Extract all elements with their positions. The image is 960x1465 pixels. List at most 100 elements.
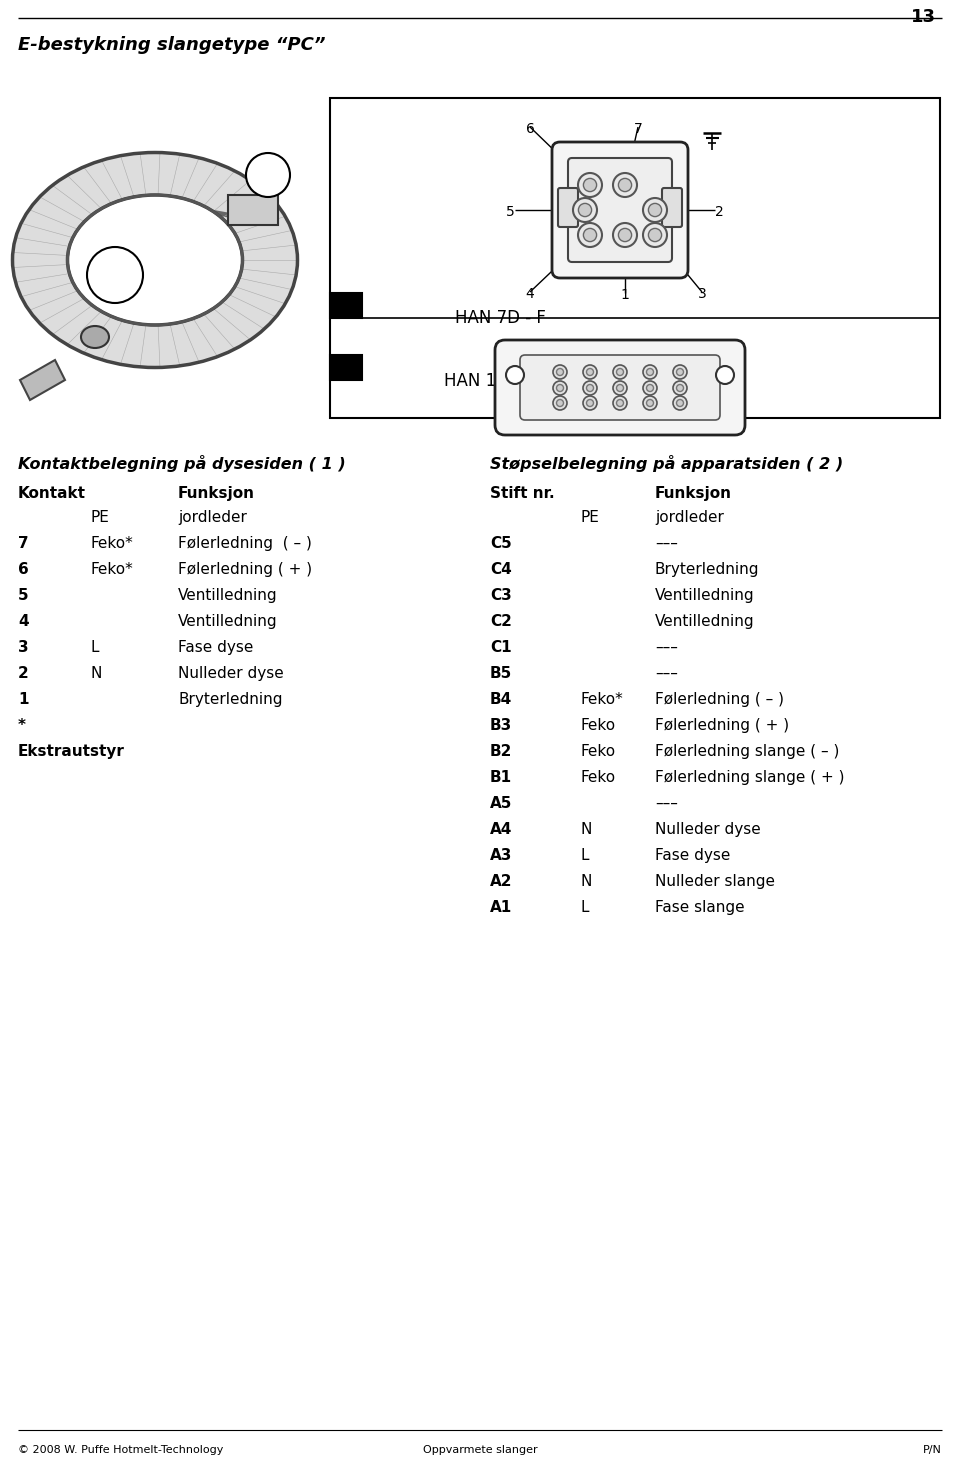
Text: *: * <box>18 718 26 732</box>
Text: L: L <box>90 640 99 655</box>
Circle shape <box>553 396 567 410</box>
Circle shape <box>587 369 593 375</box>
Circle shape <box>553 381 567 396</box>
Text: 4: 4 <box>526 287 535 300</box>
Text: Følerledning ( + ): Følerledning ( + ) <box>178 563 312 577</box>
Circle shape <box>613 223 637 248</box>
Circle shape <box>573 198 597 223</box>
Text: Ekstrautstyr: Ekstrautstyr <box>18 744 125 759</box>
Circle shape <box>246 152 290 196</box>
Circle shape <box>616 400 623 406</box>
Text: 1: 1 <box>108 265 122 284</box>
Text: Følerledning  ( – ): Følerledning ( – ) <box>178 536 312 551</box>
Circle shape <box>583 396 597 410</box>
Text: © 2008 W. Puffe Hotmelt-Technology: © 2008 W. Puffe Hotmelt-Technology <box>18 1444 224 1455</box>
Bar <box>330 98 940 418</box>
Text: A5: A5 <box>490 795 513 812</box>
Text: Støpselbelegning på apparatsiden ( 2 ): Støpselbelegning på apparatsiden ( 2 ) <box>490 456 843 472</box>
Text: N: N <box>580 875 591 889</box>
Text: Følerledning slange ( – ): Følerledning slange ( – ) <box>655 744 839 759</box>
Circle shape <box>677 400 684 406</box>
Text: Ventilledning: Ventilledning <box>655 614 755 628</box>
Text: 13: 13 <box>911 7 936 26</box>
Circle shape <box>618 229 632 242</box>
Text: Bryterledning: Bryterledning <box>655 563 759 577</box>
Text: 3: 3 <box>616 422 624 435</box>
Text: 5: 5 <box>506 205 515 218</box>
Text: L: L <box>580 900 588 916</box>
Text: E-bestykning slangetype “PC”: E-bestykning slangetype “PC” <box>18 37 325 54</box>
Text: P/N: P/N <box>924 1444 942 1455</box>
Text: HAN 7D - F: HAN 7D - F <box>455 309 545 327</box>
Text: 3: 3 <box>18 640 29 655</box>
Circle shape <box>677 369 684 375</box>
Text: PE: PE <box>580 510 599 524</box>
Circle shape <box>616 369 623 375</box>
Text: Feko*: Feko* <box>90 563 132 577</box>
Text: –––: ––– <box>655 667 678 681</box>
Ellipse shape <box>81 327 109 349</box>
Text: 3: 3 <box>698 287 707 300</box>
Text: L: L <box>580 848 588 863</box>
Circle shape <box>557 369 564 375</box>
Text: 6: 6 <box>18 563 29 577</box>
Text: Bryterledning: Bryterledning <box>178 691 282 708</box>
Text: Feko: Feko <box>580 744 615 759</box>
Text: A1: A1 <box>490 900 513 916</box>
Circle shape <box>87 248 143 303</box>
Text: Følerledning ( – ): Følerledning ( – ) <box>655 691 784 708</box>
Text: Ventilledning: Ventilledning <box>655 587 755 604</box>
Circle shape <box>584 229 596 242</box>
Text: C1: C1 <box>490 640 512 655</box>
Text: 5: 5 <box>676 422 684 435</box>
Text: Nulleder slange: Nulleder slange <box>655 875 775 889</box>
Circle shape <box>716 366 734 384</box>
Text: 2: 2 <box>586 422 594 435</box>
Text: 2: 2 <box>340 359 352 377</box>
Circle shape <box>587 400 593 406</box>
Circle shape <box>587 384 593 391</box>
Text: –––: ––– <box>655 536 678 551</box>
Text: Funksjon: Funksjon <box>178 486 255 501</box>
Circle shape <box>557 384 564 391</box>
Ellipse shape <box>12 152 298 368</box>
Text: B3: B3 <box>490 718 513 732</box>
Circle shape <box>648 204 661 217</box>
Circle shape <box>643 396 657 410</box>
Text: Feko: Feko <box>580 771 615 785</box>
Circle shape <box>557 400 564 406</box>
FancyBboxPatch shape <box>558 188 578 227</box>
Circle shape <box>643 381 657 396</box>
Text: jordleder: jordleder <box>178 510 247 524</box>
Circle shape <box>578 223 602 248</box>
Circle shape <box>613 173 637 196</box>
Text: 2: 2 <box>715 205 724 218</box>
Text: 7: 7 <box>634 122 642 136</box>
Text: –––: ––– <box>655 795 678 812</box>
Text: A4: A4 <box>490 822 513 837</box>
Text: B1: B1 <box>490 771 512 785</box>
Text: A3: A3 <box>490 848 513 863</box>
Text: Følerledning slange ( + ): Følerledning slange ( + ) <box>655 771 845 785</box>
Text: Oppvarmete slanger: Oppvarmete slanger <box>422 1444 538 1455</box>
FancyBboxPatch shape <box>520 355 720 420</box>
Circle shape <box>583 365 597 379</box>
Text: 7: 7 <box>18 536 29 551</box>
Circle shape <box>646 384 654 391</box>
Text: HAN 15 D - M: HAN 15 D - M <box>444 372 556 390</box>
Text: Kontaktbelegning på dysesiden ( 1 ): Kontaktbelegning på dysesiden ( 1 ) <box>18 456 346 472</box>
Text: B4: B4 <box>490 691 513 708</box>
Text: Ventilledning: Ventilledning <box>178 614 277 628</box>
FancyBboxPatch shape <box>662 188 682 227</box>
Text: Ventilledning: Ventilledning <box>178 587 277 604</box>
Bar <box>330 293 362 318</box>
Bar <box>330 355 362 379</box>
Text: B2: B2 <box>490 744 513 759</box>
Text: Kontakt: Kontakt <box>18 486 86 501</box>
Circle shape <box>677 384 684 391</box>
Text: A2: A2 <box>490 875 513 889</box>
Text: 1: 1 <box>18 691 29 708</box>
Circle shape <box>583 381 597 396</box>
FancyBboxPatch shape <box>552 142 688 278</box>
Circle shape <box>506 366 524 384</box>
